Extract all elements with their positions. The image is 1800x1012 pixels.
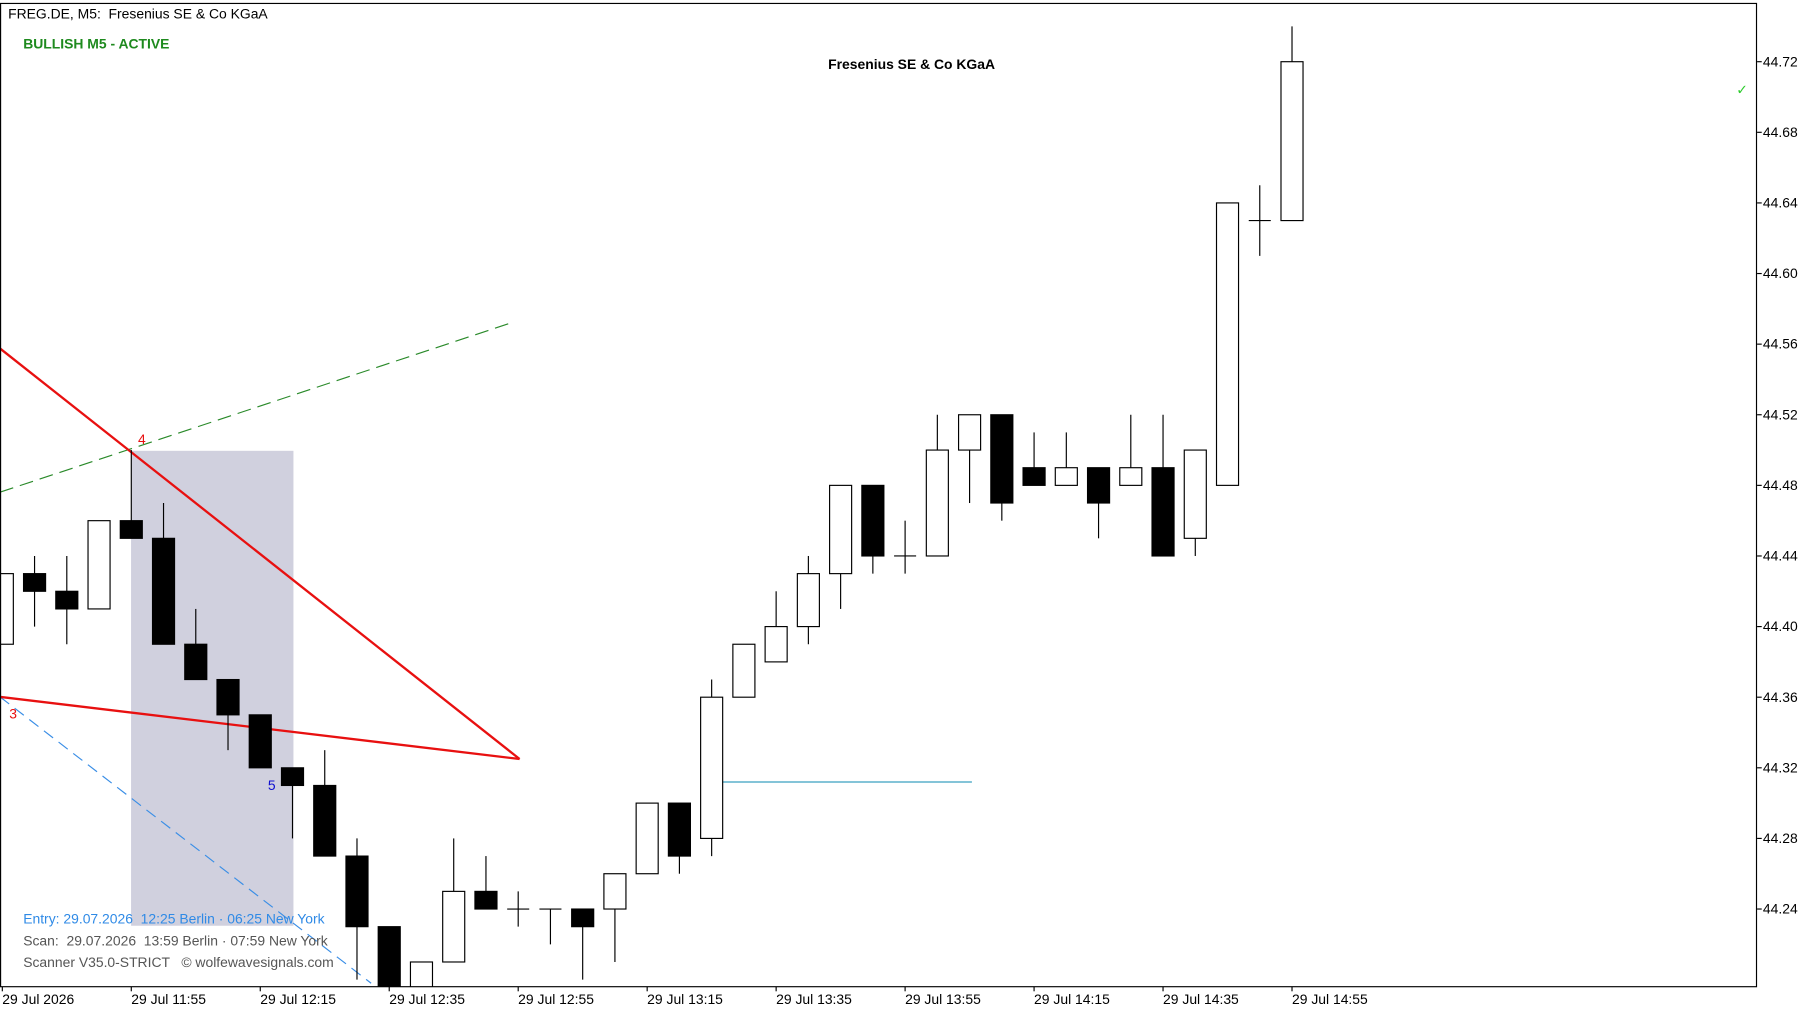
x-tick-label: 29 Jul 14:35: [1163, 991, 1239, 1007]
candle-body: [667, 802, 692, 857]
candle-body: [313, 784, 337, 857]
wave-line: [0, 347, 521, 760]
y-tick-label: 44.24: [1763, 901, 1798, 917]
x-tick-label: 29 Jul 14:55: [1292, 991, 1368, 1007]
y-tick-label: 44.68: [1763, 124, 1798, 140]
candle-body: [1086, 467, 1111, 504]
x-tick-label: 29 Jul 11:55: [131, 991, 206, 1007]
status-label: BULLISH M5 - ACTIVE: [23, 35, 169, 51]
candle-body: [635, 802, 659, 875]
candle-body: [0, 573, 14, 645]
wave-label: 3: [9, 706, 17, 722]
candle-body: [409, 961, 434, 987]
candle-body: [1183, 449, 1207, 539]
candle-body: [957, 414, 982, 451]
candle-body: [377, 926, 401, 987]
target-zone: [131, 450, 294, 926]
x-tick-label: 29 Jul 12:55: [518, 991, 594, 1007]
x-tick-label: 29 Jul 13:35: [776, 991, 852, 1007]
y-tick-label: 44.48: [1763, 477, 1798, 493]
candle-body: [87, 520, 111, 610]
symbol-label: FREG.DE, M5: Fresenius SE & Co KGaA: [8, 5, 268, 21]
y-tick-label: 44.32: [1763, 759, 1798, 775]
y-tick-label: 44.40: [1763, 618, 1798, 634]
candle-body: [1280, 61, 1304, 222]
candle-body: [764, 626, 788, 663]
candle-body: [280, 767, 305, 787]
x-tick-label: 29 Jul 2026: [2, 991, 74, 1007]
y-tick-label: 44.44: [1763, 548, 1798, 564]
candle-body: [1151, 467, 1175, 557]
candle-body: [248, 714, 272, 769]
x-tick-label: 29 Jul 13:55: [905, 991, 981, 1007]
info-line: Entry: 29.07.2026 12:25 Berlin · 06:25 N…: [23, 911, 324, 927]
signal-check: ✓: [1736, 81, 1748, 97]
y-tick-label: 44.72: [1763, 53, 1798, 69]
y-tick-label: 44.36: [1763, 689, 1798, 705]
candle-body: [925, 449, 949, 557]
candle-body: [861, 484, 885, 557]
candle-body: [1215, 202, 1240, 486]
candle-body: [55, 590, 79, 610]
x-tick-label: 29 Jul 12:35: [389, 991, 465, 1007]
candle-body: [571, 908, 595, 928]
candle-body: [119, 520, 143, 539]
target-line: [0, 321, 514, 493]
candle-body: [474, 890, 498, 910]
candle-body: [216, 678, 240, 716]
candle-body: [700, 696, 724, 839]
y-tick-label: 44.64: [1763, 195, 1798, 211]
candle-body: [1022, 467, 1046, 486]
x-tick-label: 29 Jul 13:15: [647, 991, 723, 1007]
wave-label: 4: [138, 431, 146, 447]
candle-body: [990, 414, 1014, 504]
candle-body: [603, 873, 627, 910]
info-line: Scanner V35.0-STRICT © wolfewavesignals.…: [23, 954, 334, 970]
candle-body: [829, 484, 853, 575]
candle-body: [22, 573, 47, 592]
wave-overlay: [0, 321, 972, 984]
chart-title: Fresenius SE & Co KGaA: [828, 56, 995, 72]
y-tick-label: 44.56: [1763, 336, 1798, 352]
plot-frame: [0, 2, 1758, 988]
wave-label: 5: [268, 777, 276, 793]
candles: [0, 26, 1304, 987]
x-tick-label: 29 Jul 14:15: [1034, 991, 1110, 1007]
candle-body: [732, 643, 756, 698]
candle-body: [184, 643, 208, 681]
candle-body: [796, 573, 820, 628]
x-tick-label: 29 Jul 12:15: [260, 991, 336, 1007]
y-tick-label: 44.28: [1763, 830, 1798, 846]
info-line: Scan: 29.07.2026 13:59 Berlin · 07:59 Ne…: [23, 932, 328, 948]
y-tick-label: 44.52: [1763, 406, 1798, 422]
candle-body: [1119, 467, 1143, 486]
wave-line: [0, 696, 372, 984]
candle-body: [442, 890, 466, 963]
y-tick-label: 44.60: [1763, 265, 1798, 281]
candle-body: [151, 537, 176, 645]
candle-body: [345, 855, 369, 928]
candle-body: [1054, 467, 1078, 486]
